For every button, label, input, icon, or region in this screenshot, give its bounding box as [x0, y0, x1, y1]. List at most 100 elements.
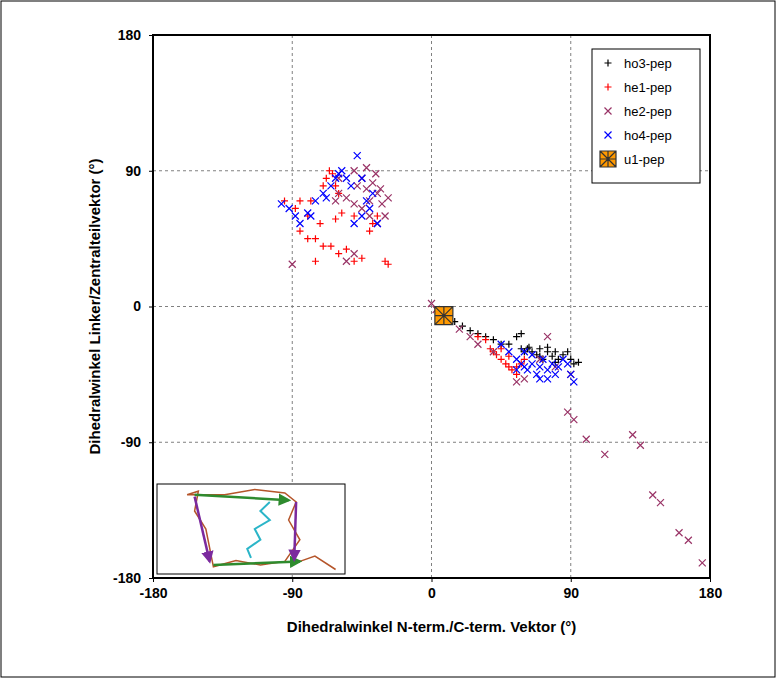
point	[358, 255, 365, 262]
point	[286, 205, 293, 212]
point	[533, 371, 540, 378]
point	[312, 258, 319, 265]
legend: ho3-pephe1-pephe2-pepho4-pepu1-pep	[592, 49, 700, 183]
point	[358, 205, 365, 212]
point	[657, 499, 664, 506]
point	[374, 213, 381, 220]
x-tick: -90	[283, 578, 303, 601]
point	[332, 175, 339, 182]
x-axis-title: Dihedralwinkel N-term./C-term. Vektor (°…	[287, 618, 576, 635]
point	[474, 341, 481, 348]
point	[369, 179, 376, 186]
point	[278, 200, 285, 207]
point	[524, 366, 531, 373]
x-tick: -180	[139, 578, 167, 601]
point	[332, 216, 339, 223]
legend-label: u1-pep	[624, 152, 664, 167]
point	[335, 190, 342, 197]
point	[338, 209, 345, 216]
point	[327, 243, 334, 250]
point	[529, 351, 536, 358]
point	[351, 200, 358, 207]
point	[320, 243, 327, 250]
inset-linker	[247, 502, 270, 558]
grid-line-y	[153, 442, 710, 443]
point	[320, 182, 327, 189]
x-tick-label: -180	[139, 585, 167, 601]
point	[351, 213, 358, 220]
grid-line-x	[570, 35, 571, 578]
chart: -180-90090180-180-90090180Dihedralwinkel…	[0, 0, 777, 679]
y-tick: -90	[121, 434, 153, 450]
point	[343, 246, 350, 253]
point	[382, 213, 389, 220]
point	[335, 250, 342, 257]
point	[366, 205, 373, 212]
x-tick: 0	[428, 578, 436, 601]
outer-frame	[1, 1, 775, 677]
point	[374, 220, 381, 227]
point	[307, 213, 314, 220]
point	[296, 220, 303, 227]
point	[372, 170, 379, 177]
legend-symbol	[605, 84, 612, 91]
x-axis: -180-90090180	[139, 578, 722, 601]
point	[490, 336, 497, 343]
point	[323, 194, 330, 201]
x-tick-label: 0	[428, 585, 436, 601]
point	[518, 330, 525, 337]
point	[544, 333, 551, 340]
point	[539, 356, 546, 363]
point	[505, 341, 512, 348]
point	[685, 537, 692, 544]
y-tick-label: 180	[118, 27, 142, 43]
legend-label: ho3-pep	[624, 56, 672, 71]
point	[529, 360, 536, 367]
point	[521, 375, 528, 382]
point	[699, 559, 706, 566]
point	[358, 175, 365, 182]
point	[482, 336, 489, 343]
point	[292, 213, 299, 220]
point	[498, 356, 505, 363]
point	[338, 167, 345, 174]
point	[552, 348, 559, 355]
point	[552, 371, 559, 378]
point	[513, 366, 520, 373]
point	[490, 348, 497, 355]
x-tick: 180	[699, 578, 723, 601]
x-tick-label: 180	[699, 585, 723, 601]
point	[363, 197, 370, 204]
point	[649, 492, 656, 499]
point	[366, 213, 373, 220]
inset-backbone	[187, 489, 300, 566]
inset-vector	[195, 497, 210, 562]
series	[451, 318, 582, 367]
point	[351, 258, 358, 265]
point	[289, 261, 296, 268]
point	[385, 261, 392, 268]
legend-label: he1-pep	[624, 80, 672, 95]
point	[343, 175, 350, 182]
point	[570, 360, 577, 367]
point	[366, 228, 373, 235]
x-axis-line	[154, 579, 711, 583]
point	[474, 333, 481, 340]
legend-symbol	[605, 60, 612, 67]
inset-vector	[294, 502, 296, 560]
point	[467, 333, 474, 340]
point	[312, 235, 319, 242]
point	[583, 436, 590, 443]
point	[343, 194, 350, 201]
point	[575, 359, 582, 366]
inset-tail	[300, 556, 336, 570]
point	[637, 442, 644, 449]
point	[570, 416, 577, 423]
inset-vector	[213, 561, 299, 565]
point	[327, 182, 334, 189]
y-axis-title: Dihedralwinkel Linker/Zentralteilvektor …	[86, 158, 103, 454]
point	[428, 300, 435, 307]
point	[564, 360, 571, 367]
y-tick-label: 90	[125, 163, 141, 179]
series	[278, 152, 577, 385]
